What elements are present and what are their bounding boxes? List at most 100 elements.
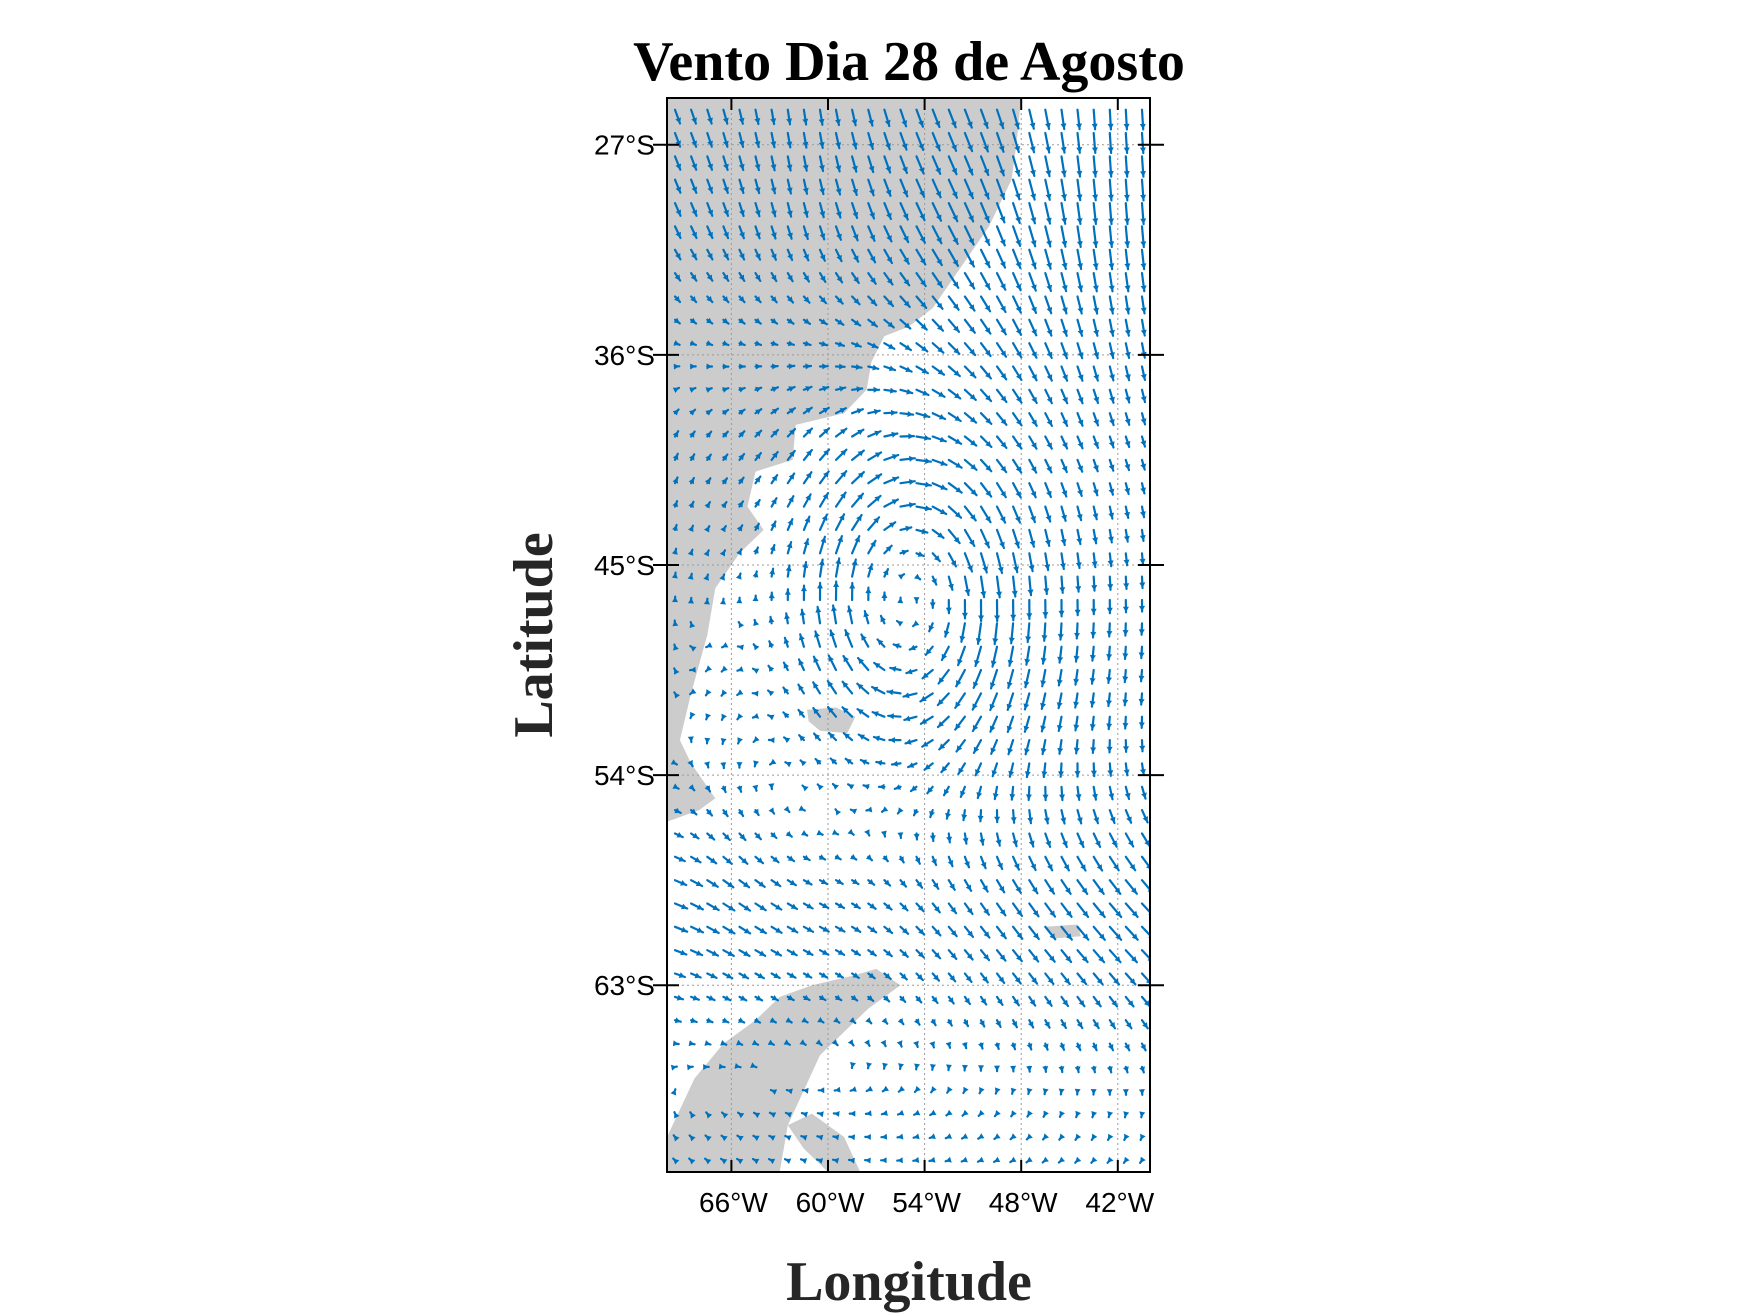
wind-vector [673,295,682,304]
wind-vector [812,732,822,742]
wind-vector [1106,598,1113,615]
wind-vector [706,131,713,148]
wind-vector [833,1017,841,1024]
wind-vector [931,178,942,199]
wind-vector [850,248,860,263]
wind-vector [704,525,711,533]
wind-vector [899,502,916,508]
wind-vector [797,683,806,695]
wind-vector [818,949,830,956]
wind-vector [992,622,999,646]
wind-vector [850,225,859,242]
wind-vector [768,1111,777,1118]
wind-vector [864,1110,872,1117]
wind-vector [689,832,700,840]
wind-vector [995,365,1008,381]
wind-vector [960,1133,969,1140]
wind-vector [673,108,682,125]
wind-vector [786,540,793,555]
wind-vector [673,155,682,171]
wind-vector [719,573,726,581]
wind-vector [689,855,702,864]
wind-vector [1059,575,1066,594]
wind-vector [899,902,909,912]
wind-vector [673,925,689,933]
wind-vector [867,494,882,508]
wind-vector [1074,622,1080,640]
y-tick-label: 36°S [594,340,655,371]
wind-vector [735,572,742,580]
wind-vector [687,548,694,556]
wind-vector [754,295,762,304]
wind-vector [947,155,958,176]
wind-vector [995,528,1006,550]
wind-vector [721,453,729,461]
wind-vector [899,108,908,128]
wind-vector [1076,155,1083,178]
wind-vector [1092,808,1100,825]
wind-vector [1124,808,1133,824]
wind-vector [834,225,843,241]
wind-vector [1044,505,1052,523]
wind-vector [963,318,976,334]
wind-vector [1044,412,1054,427]
wind-vector [1009,785,1016,801]
wind-vector [720,501,728,509]
wind-vector [1044,435,1053,450]
wind-vector [1138,1156,1146,1165]
wind-vector [995,342,1008,358]
wind-vector [850,428,865,438]
wind-vector [1106,715,1113,731]
wind-vector [1056,692,1063,710]
wind-vector [893,784,902,791]
wind-vector [850,202,859,220]
wind-vector [883,178,892,197]
wind-vector [671,571,678,579]
wind-vector [931,925,942,937]
wind-vector [802,854,811,862]
wind-vector [1124,295,1131,315]
wind-vector [770,248,778,261]
wind-vector [867,473,883,485]
wind-vector [688,524,695,532]
wind-vector [670,1064,679,1071]
wind-vector [689,1111,696,1119]
wind-vector [991,762,999,778]
wind-vector [867,902,877,910]
wind-vector [1028,552,1035,573]
wind-vector-field [670,108,1150,1165]
wind-vector [1026,1065,1033,1073]
wind-vector [1124,342,1131,359]
wind-vector [899,455,916,462]
wind-vector [963,575,971,597]
wind-vector [687,572,694,580]
wind-vector [802,902,814,910]
wind-vector [799,608,806,625]
wind-vector [1139,131,1146,155]
wind-vector [1123,108,1130,131]
wind-vector [1044,902,1057,918]
wind-vector [834,341,846,347]
wind-vector [850,492,865,508]
wind-vector [1060,832,1068,849]
wind-vector [931,972,941,982]
wind-vector [978,1087,985,1095]
wind-vector [899,342,913,352]
wind-vector [826,679,838,695]
wind-vector [672,523,678,532]
wind-vector [786,495,795,508]
wind-vector [1028,925,1040,941]
wind-vector [802,427,814,438]
wind-vector [1044,178,1052,201]
wind-vector [867,430,882,438]
wind-vector [1060,388,1069,405]
wind-vector [1089,692,1096,708]
wind-vector [1140,248,1147,271]
wind-vector [736,596,743,604]
wind-vector [1060,365,1069,382]
wind-vector [784,612,790,625]
wind-vector [688,1157,696,1165]
wind-vector [850,558,858,578]
wind-vector [903,715,918,722]
wind-vector [962,832,969,845]
